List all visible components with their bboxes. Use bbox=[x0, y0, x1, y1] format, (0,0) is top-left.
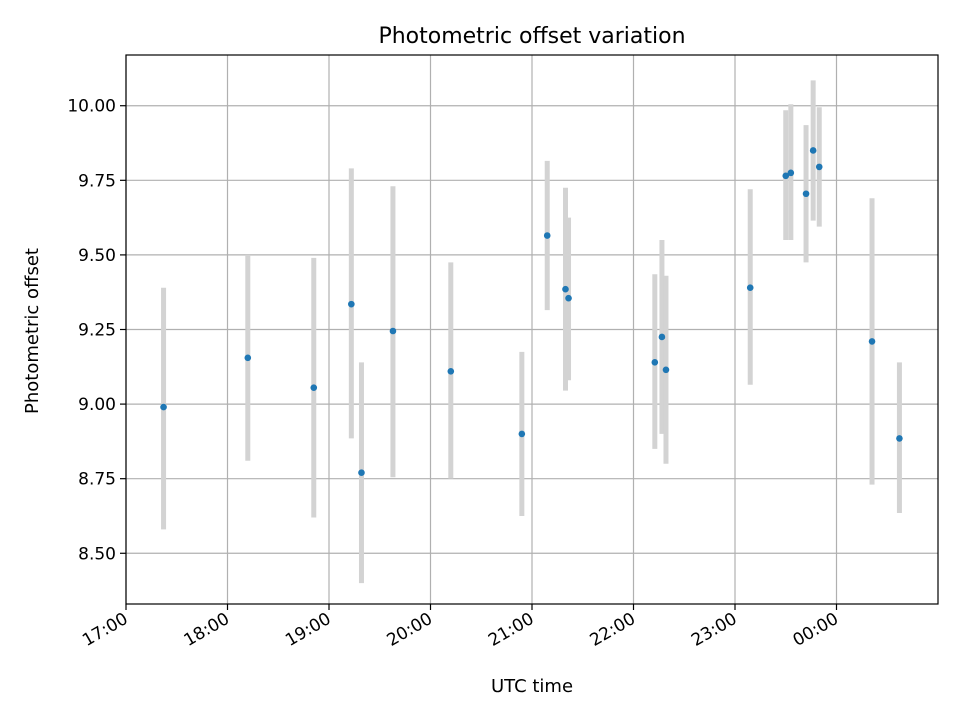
data-point bbox=[562, 285, 569, 293]
data-point bbox=[815, 163, 823, 171]
data-point bbox=[565, 294, 572, 302]
data-point bbox=[782, 172, 790, 180]
data-point bbox=[310, 384, 318, 391]
y-tick-label: 9.25 bbox=[78, 321, 116, 341]
y-tick-label: 10.00 bbox=[67, 97, 116, 117]
y-tick-label: 8.75 bbox=[78, 470, 116, 490]
y-tick-label: 9.75 bbox=[78, 171, 116, 191]
x-axis-label: UTC time bbox=[491, 676, 573, 697]
chart-title: Photometric offset variation bbox=[378, 24, 685, 49]
grid-lines bbox=[125, 55, 938, 604]
data-points bbox=[160, 147, 903, 477]
data-point bbox=[447, 367, 455, 375]
data-point bbox=[518, 430, 526, 438]
data-point bbox=[896, 435, 903, 442]
data-point bbox=[348, 300, 355, 308]
y-tick-label: 9.00 bbox=[78, 395, 116, 415]
data-point bbox=[244, 354, 252, 362]
data-point bbox=[160, 403, 167, 411]
data-point bbox=[746, 284, 754, 292]
data-point bbox=[662, 366, 670, 374]
y-tick-label: 8.50 bbox=[78, 544, 116, 564]
y-axis-label: Photometric offset bbox=[22, 248, 43, 414]
data-point bbox=[787, 169, 795, 177]
data-point bbox=[543, 232, 551, 239]
y-tick-label: 9.50 bbox=[78, 246, 116, 266]
data-point bbox=[868, 338, 876, 345]
y-axis-ticks: 8.50 8.75 9.00 9.25 9.50 9.75 10.00 bbox=[67, 97, 126, 564]
data-point bbox=[802, 190, 810, 198]
data-point bbox=[658, 333, 666, 341]
data-point bbox=[389, 327, 397, 335]
data-point bbox=[651, 359, 659, 366]
data-point bbox=[358, 469, 365, 477]
data-point bbox=[809, 147, 817, 154]
